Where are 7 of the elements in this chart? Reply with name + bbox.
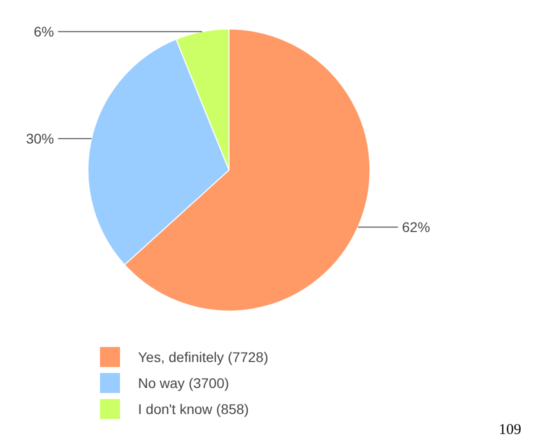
legend-label: No way (3700) bbox=[138, 374, 230, 391]
text: 109 bbox=[498, 422, 522, 438]
data-label: 30% bbox=[26, 130, 54, 147]
data-label: 62% bbox=[402, 218, 430, 235]
legend-label: I don't know (858) bbox=[138, 400, 249, 417]
data-label: 6% bbox=[34, 24, 54, 40]
legend-label: Yes, definitely (7728) bbox=[138, 348, 268, 365]
